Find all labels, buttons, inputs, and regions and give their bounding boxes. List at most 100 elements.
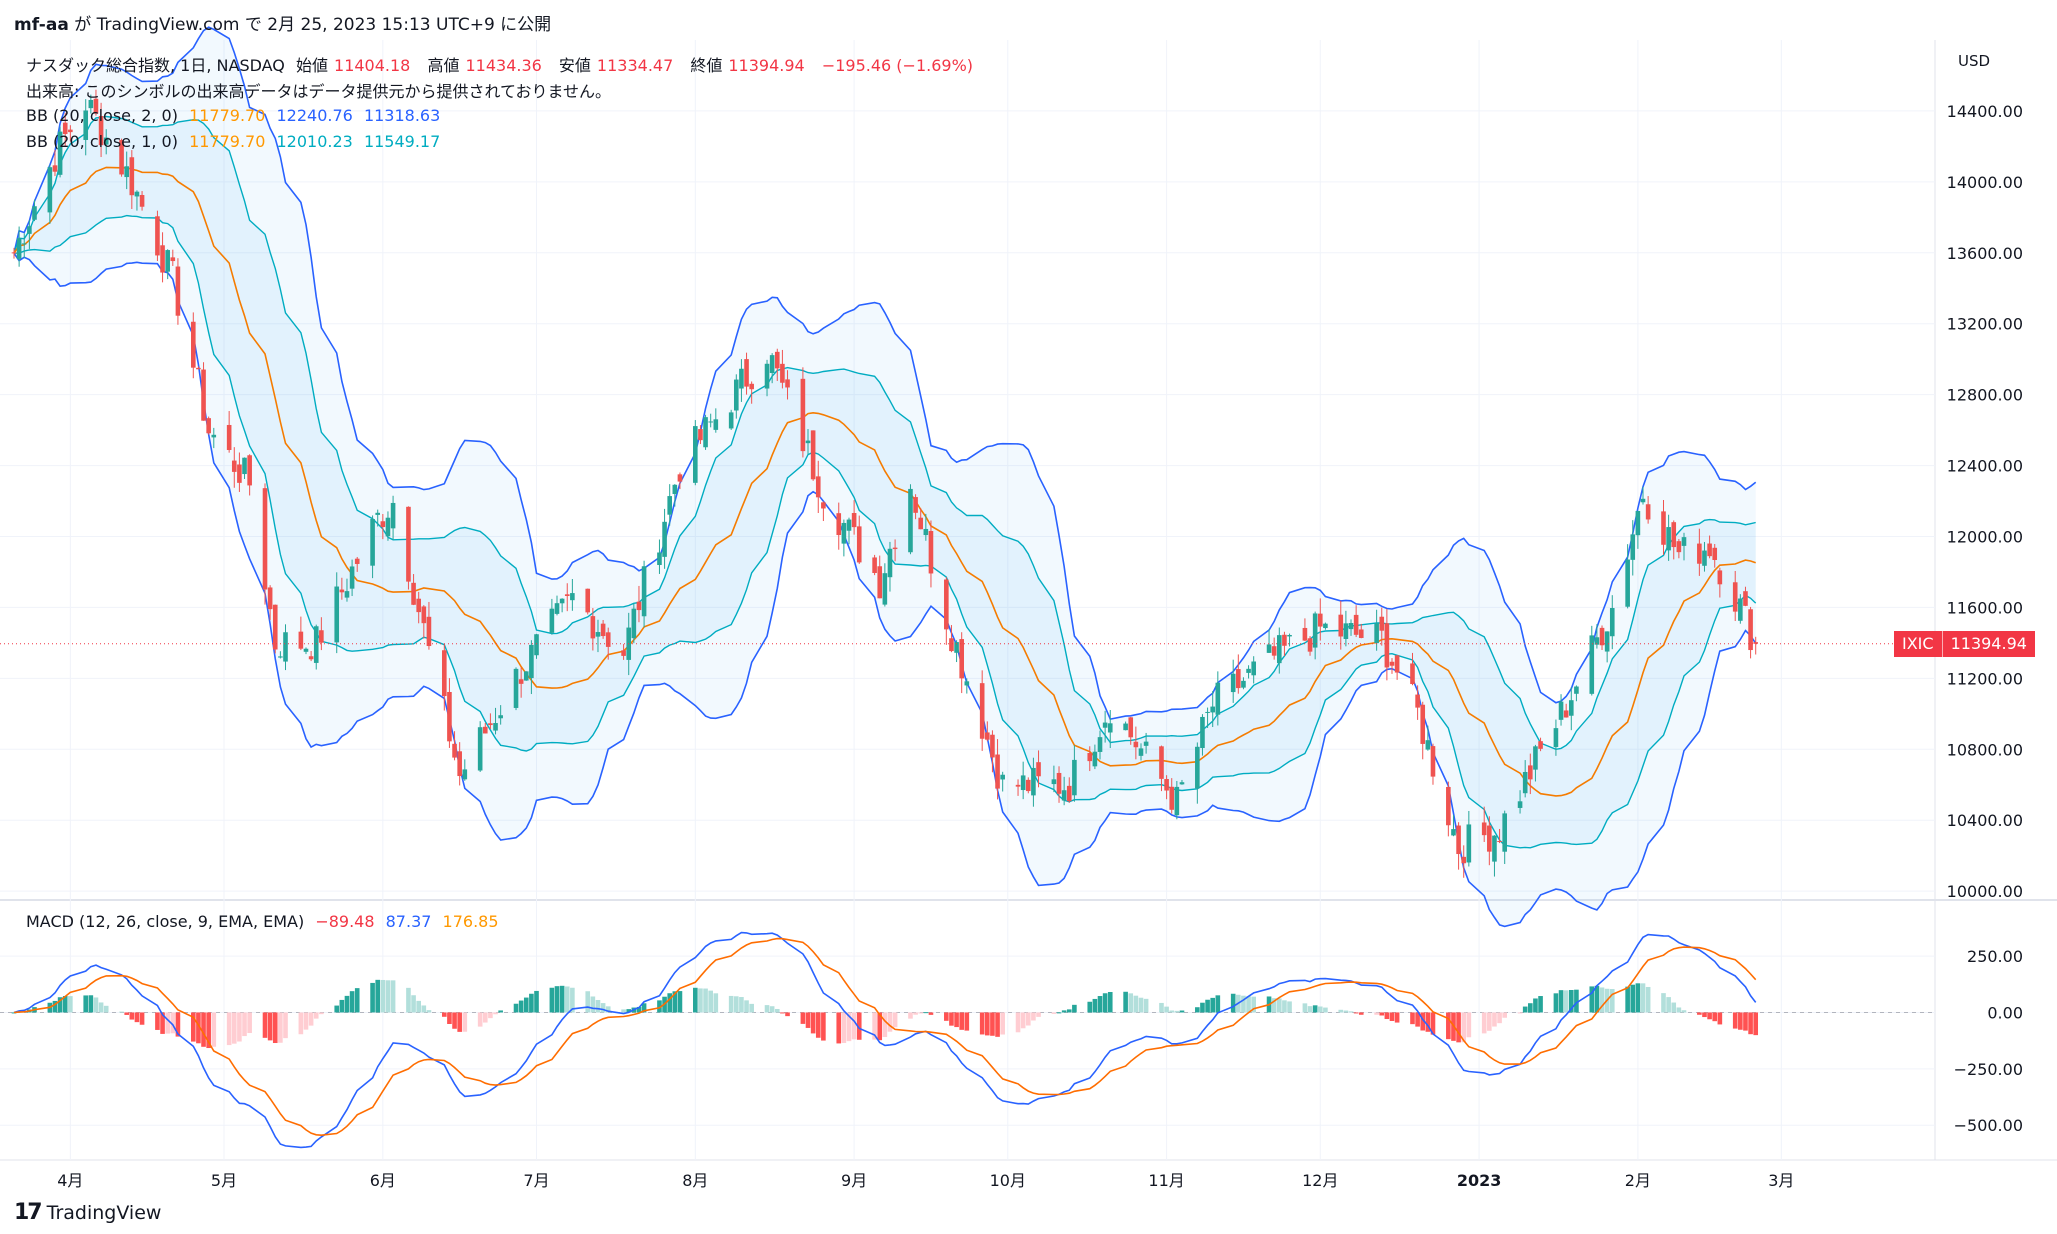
macd-hist-bar bbox=[529, 993, 534, 1013]
x-tick-label: 9月 bbox=[841, 1171, 867, 1190]
candle-body bbox=[1271, 646, 1277, 656]
macd-line bbox=[13, 931, 1757, 1149]
candle-body bbox=[1461, 856, 1467, 864]
open-label: 始値 bbox=[296, 56, 329, 75]
candle-body bbox=[549, 608, 555, 633]
candle-body bbox=[303, 648, 309, 652]
macd-hist-bar bbox=[523, 997, 529, 1013]
candle-body bbox=[129, 157, 135, 196]
candle-body bbox=[1343, 623, 1349, 639]
macd-hist-bar bbox=[1517, 1012, 1523, 1014]
candle-body bbox=[498, 715, 503, 719]
macd-hist-bar bbox=[308, 1012, 314, 1026]
candle-body bbox=[570, 593, 575, 601]
y-tick-label: 11200.00 bbox=[1947, 669, 2023, 688]
candle-body bbox=[267, 587, 273, 610]
candle-body bbox=[1102, 722, 1108, 728]
candle-body bbox=[380, 521, 386, 528]
macd-hist-bar bbox=[139, 1012, 145, 1025]
macd-hist-bar bbox=[1502, 1012, 1508, 1018]
macd-hist-bar bbox=[103, 1005, 109, 1013]
candle-body bbox=[124, 166, 130, 178]
macd-hist-bar bbox=[821, 1012, 826, 1041]
candle-body bbox=[1031, 767, 1036, 796]
macd-hist-bar bbox=[570, 987, 575, 1013]
candle-body bbox=[785, 379, 790, 388]
macd-hist-bar bbox=[196, 1012, 201, 1044]
candle-body bbox=[278, 656, 283, 658]
candle-body bbox=[1538, 741, 1543, 749]
macd-hist-bar bbox=[390, 980, 396, 1013]
tradingview-brand[interactable]: 17 TradingView bbox=[14, 1200, 161, 1225]
candle-body bbox=[810, 430, 816, 480]
bb2-legend[interactable]: BB (20, close, 2, 0) 11779.70 12240.76 1… bbox=[26, 106, 446, 125]
candle-body bbox=[452, 743, 457, 758]
macd-hist-bar bbox=[283, 1012, 288, 1039]
macd-hist-bar bbox=[1681, 1010, 1687, 1013]
bb1-lower: 11549.17 bbox=[363, 132, 441, 151]
macd-hist-bar bbox=[1107, 992, 1113, 1013]
candle-body bbox=[1707, 543, 1712, 557]
macd-hist-bar bbox=[1031, 1012, 1036, 1021]
y-tick-label: 10400.00 bbox=[1947, 811, 2023, 830]
macd-hist-bar bbox=[1497, 1012, 1502, 1024]
macd-hist-bar bbox=[1553, 993, 1559, 1013]
candle-body bbox=[636, 601, 642, 611]
brand-label: TradingView bbox=[46, 1201, 162, 1224]
candle-body bbox=[693, 426, 698, 483]
bb1-legend[interactable]: BB (20, close, 1, 0) 11779.70 12010.23 1… bbox=[26, 132, 446, 151]
y-tick-label: 11600.00 bbox=[1947, 598, 2023, 617]
volume-note: 出来高: このシンボルの出来高データはデータ提供元から提供されておりません。 bbox=[26, 82, 612, 101]
macd-hist-bar bbox=[1676, 1007, 1682, 1013]
candle-body bbox=[1732, 582, 1738, 612]
candle-body bbox=[1712, 547, 1718, 560]
macd-hist-bar bbox=[298, 1012, 304, 1035]
macd-legend[interactable]: MACD (12, 26, close, 9, EMA, EMA) −89.48… bbox=[26, 912, 505, 931]
macd-hist-bar bbox=[447, 1012, 452, 1024]
macd-hist-bar bbox=[1635, 983, 1641, 1013]
candle-body bbox=[416, 598, 421, 613]
macd-hist-bar bbox=[313, 1012, 319, 1019]
macd-hist-bar bbox=[129, 1012, 135, 1020]
candle-body bbox=[1487, 825, 1492, 852]
macd-hist-bar bbox=[1712, 1012, 1718, 1022]
candle-body bbox=[1517, 801, 1523, 808]
candle-body bbox=[1384, 623, 1390, 668]
macd-hist-bar bbox=[1594, 985, 1600, 1013]
y-tick-label: 14000.00 bbox=[1947, 173, 2023, 192]
candle-body bbox=[856, 526, 862, 563]
macd-hist-bar bbox=[657, 1000, 662, 1013]
macd-hist-bar bbox=[1533, 998, 1538, 1013]
macd-hist-bar bbox=[155, 1012, 160, 1030]
macd-hist-bar bbox=[1379, 1012, 1385, 1016]
bb1-upper: 12010.23 bbox=[276, 132, 353, 151]
tradingview-logo-icon: 17 bbox=[14, 1200, 43, 1225]
candle-body bbox=[32, 206, 37, 220]
candle-body bbox=[1092, 751, 1098, 767]
close-value: 11394.94 bbox=[728, 56, 805, 75]
macd-hist-bar bbox=[62, 996, 68, 1013]
candle-body bbox=[319, 630, 324, 643]
macd-hist-bar bbox=[262, 1012, 268, 1038]
macd-hist-bar bbox=[441, 1012, 447, 1017]
candle-body bbox=[805, 440, 811, 444]
macd-hist-bar bbox=[518, 1000, 524, 1013]
y-tick-label: 10800.00 bbox=[1947, 740, 2023, 759]
candle-body bbox=[488, 723, 493, 726]
macd-hist-bar bbox=[1487, 1012, 1492, 1031]
macd-hist-bar bbox=[944, 1012, 949, 1021]
candle-body bbox=[1123, 723, 1128, 731]
candle-body bbox=[1312, 613, 1318, 648]
candle-body bbox=[872, 557, 877, 573]
symbol-title[interactable]: ナスダック総合指数, 1日, NASDAQ bbox=[26, 56, 285, 75]
macd-hist-bar bbox=[493, 1012, 498, 1015]
macd-hist-bar bbox=[836, 1012, 842, 1044]
candle-body bbox=[1072, 759, 1077, 796]
candle-body bbox=[308, 656, 314, 660]
candle-body bbox=[1107, 723, 1113, 733]
macd-hist-bar bbox=[559, 985, 565, 1013]
macd-hist-bar bbox=[554, 986, 560, 1013]
author-name[interactable]: mf-aa bbox=[14, 15, 69, 35]
candle-body bbox=[1246, 668, 1251, 673]
